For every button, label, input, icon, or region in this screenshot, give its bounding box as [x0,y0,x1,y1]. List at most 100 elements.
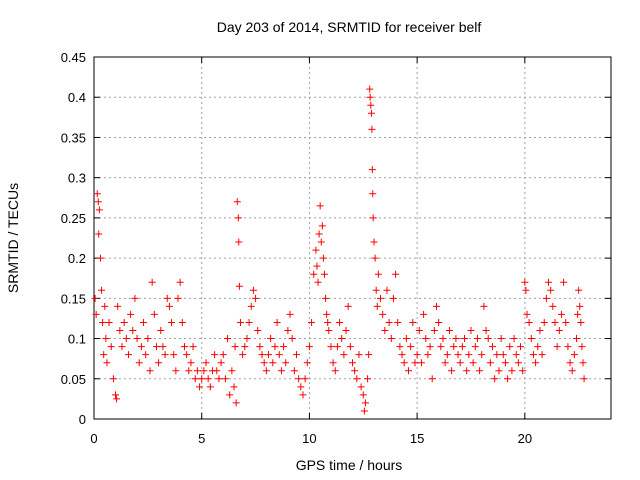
data-point [155,359,163,367]
data-point [372,286,380,294]
data-point [377,294,385,302]
data-point [217,359,225,367]
data-point [239,351,247,359]
data-point [249,286,257,294]
data-point [264,351,272,359]
data-point [437,343,445,351]
x-tick-label: 5 [198,431,205,446]
data-point [366,85,374,93]
data-point [538,351,546,359]
data-point [430,327,438,335]
data-point [323,310,331,318]
data-point [95,230,103,238]
data-point [271,343,279,351]
data-point [183,351,191,359]
data-point [206,383,214,391]
data-point [310,270,318,278]
y-tick-label: 0.2 [68,251,86,266]
data-point [172,367,180,375]
y-axis-label: SRMTID / TECUs [5,183,21,293]
data-point [525,318,533,326]
data-point [400,359,408,367]
data-point [545,278,553,286]
data-point [465,351,473,359]
x-tick-label: 10 [302,431,316,446]
data-point [180,343,188,351]
y-tick-label: 0.25 [61,211,86,226]
data-point [351,367,359,375]
data-point [480,302,488,310]
data-point [133,335,141,343]
data-point [277,367,285,375]
y-tick-label: 0.35 [61,130,86,145]
data-point [92,310,100,318]
data-point [148,278,156,286]
data-point [140,318,148,326]
data-point [228,367,236,375]
data-point [551,318,559,326]
data-point [379,310,387,318]
data-point [185,367,193,375]
data-point [245,318,253,326]
data-point [99,318,107,326]
data-point [532,359,540,367]
data-point [168,318,176,326]
data-point [93,190,101,198]
data-point [484,335,492,343]
data-point [284,327,292,335]
data-point [392,270,400,278]
data-point [157,327,165,335]
data-point [152,343,160,351]
data-point [441,359,449,367]
data-point [562,318,570,326]
data-point [396,343,404,351]
data-point [542,294,550,302]
data-point [452,335,460,343]
data-point [318,222,326,230]
data-point [219,351,227,359]
data-point [198,375,206,383]
data-point [314,278,322,286]
data-point [258,351,266,359]
data-point [547,286,555,294]
data-point [577,318,585,326]
data-point [292,351,300,359]
data-point [170,351,178,359]
data-point [514,359,522,367]
data-point [346,343,354,351]
data-point [299,391,307,399]
data-point [325,327,333,335]
data-point [269,359,277,367]
data-point [286,310,294,318]
data-point [387,335,395,343]
data-point [368,125,376,133]
data-point [519,367,527,375]
data-point [288,335,296,343]
data-point [517,343,525,351]
data-point [215,375,223,383]
data-point [501,359,509,367]
data-point [137,343,145,351]
grid-lines [94,57,611,419]
data-point [405,367,413,375]
data-point [560,278,568,286]
data-point [135,359,143,367]
data-point [570,351,578,359]
data-point [303,359,311,367]
data-point [512,351,520,359]
data-point [144,335,152,343]
data-point [568,367,576,375]
data-point [146,367,154,375]
data-point [521,278,529,286]
data-point [420,310,428,318]
data-point [417,359,425,367]
data-point [116,327,124,335]
data-point [495,367,503,375]
y-tick-label: 0.45 [61,50,86,65]
data-point [243,335,251,343]
data-point [320,270,328,278]
data-point [409,318,417,326]
data-point [176,278,184,286]
data-point [389,294,397,302]
data-point [467,327,475,335]
